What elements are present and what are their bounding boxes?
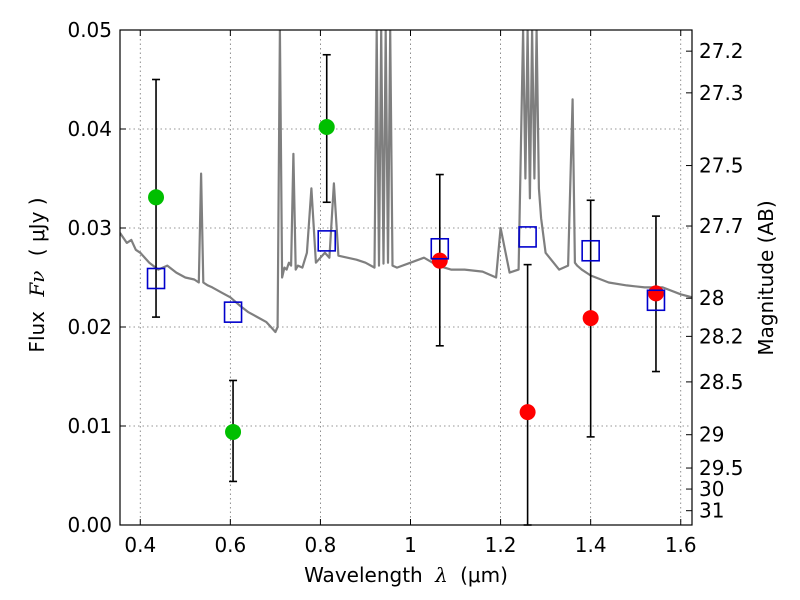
x-tick-label: 1.6	[665, 533, 697, 557]
y2-tick-label: 28	[699, 286, 724, 310]
tick-layer: 0.4 0.6 0.8 1 1.2 1.4 1.6 0.00 0.01 0.02 0.03 0.04 0…	[67, 18, 743, 557]
model-flux-square	[223, 301, 243, 323]
y-tick-label: 0.01	[67, 414, 112, 438]
y-tick-label: 0.03	[67, 216, 112, 240]
errorbar-layer	[152, 53, 660, 526]
y2-tick-label: 30	[699, 477, 724, 501]
y2-tick-label: 28.2	[699, 324, 744, 348]
x-axis-label-symbol: λ	[434, 563, 448, 587]
y2-tick-label: 27.7	[699, 214, 744, 238]
grid-layer	[120, 30, 692, 525]
y2-axis-label: Magnitude (AB)	[754, 200, 778, 355]
marker-layer	[146, 119, 666, 440]
x-axis-label: Wavelength λ (μm)	[304, 563, 508, 587]
x-tick-label: 1.2	[485, 533, 517, 557]
template-spectrum	[120, 30, 692, 334]
y-axis-label: Flux Fν ( μJy )	[25, 197, 49, 352]
model-flux-square	[581, 239, 600, 262]
x-axis-label-text: Wavelength	[304, 563, 423, 587]
y2-tick-label: 27.3	[699, 81, 744, 105]
data-point	[647, 285, 664, 302]
model-flux-square	[518, 226, 537, 248]
plot-frame	[119, 29, 693, 526]
y-axis-label-unit: ( μJy )	[25, 197, 49, 256]
y-axis-label-text: Flux	[25, 311, 49, 353]
data-point	[431, 252, 448, 269]
data-point	[318, 119, 335, 136]
data-point	[148, 189, 165, 206]
model-flux-square	[430, 237, 450, 260]
y2-tick-label: 27.5	[699, 154, 744, 178]
data-point	[519, 404, 536, 421]
y2-tick-label: 28.5	[699, 370, 744, 394]
template-spectrum-line	[120, 30, 692, 334]
x-tick-label: 1.4	[575, 533, 607, 557]
y-tick-label: 0.05	[67, 18, 112, 42]
y-tick-label: 0.00	[67, 513, 112, 537]
model-flux-square	[646, 289, 666, 312]
y2-tick-label: 29.5	[699, 456, 744, 480]
x-tick-label: 0.8	[305, 533, 337, 557]
x-tick-label: 0.6	[214, 533, 246, 557]
y-axis-label-symbol: Fν	[25, 271, 49, 298]
y2-tick-label: 27.2	[699, 39, 744, 63]
y2-tick-label: 31	[699, 499, 724, 523]
data-point	[225, 423, 242, 440]
y2-tick-label: 29	[699, 423, 724, 447]
x-axis-label-unit: (μm)	[460, 563, 508, 587]
x-tick-label: 0.4	[124, 533, 156, 557]
model-flux-square	[146, 267, 166, 290]
y-tick-label: 0.04	[67, 117, 112, 141]
model-flux-square	[317, 230, 337, 252]
y-tick-label: 0.02	[67, 315, 112, 339]
data-point	[582, 310, 599, 327]
x-tick-label: 1	[404, 533, 417, 557]
